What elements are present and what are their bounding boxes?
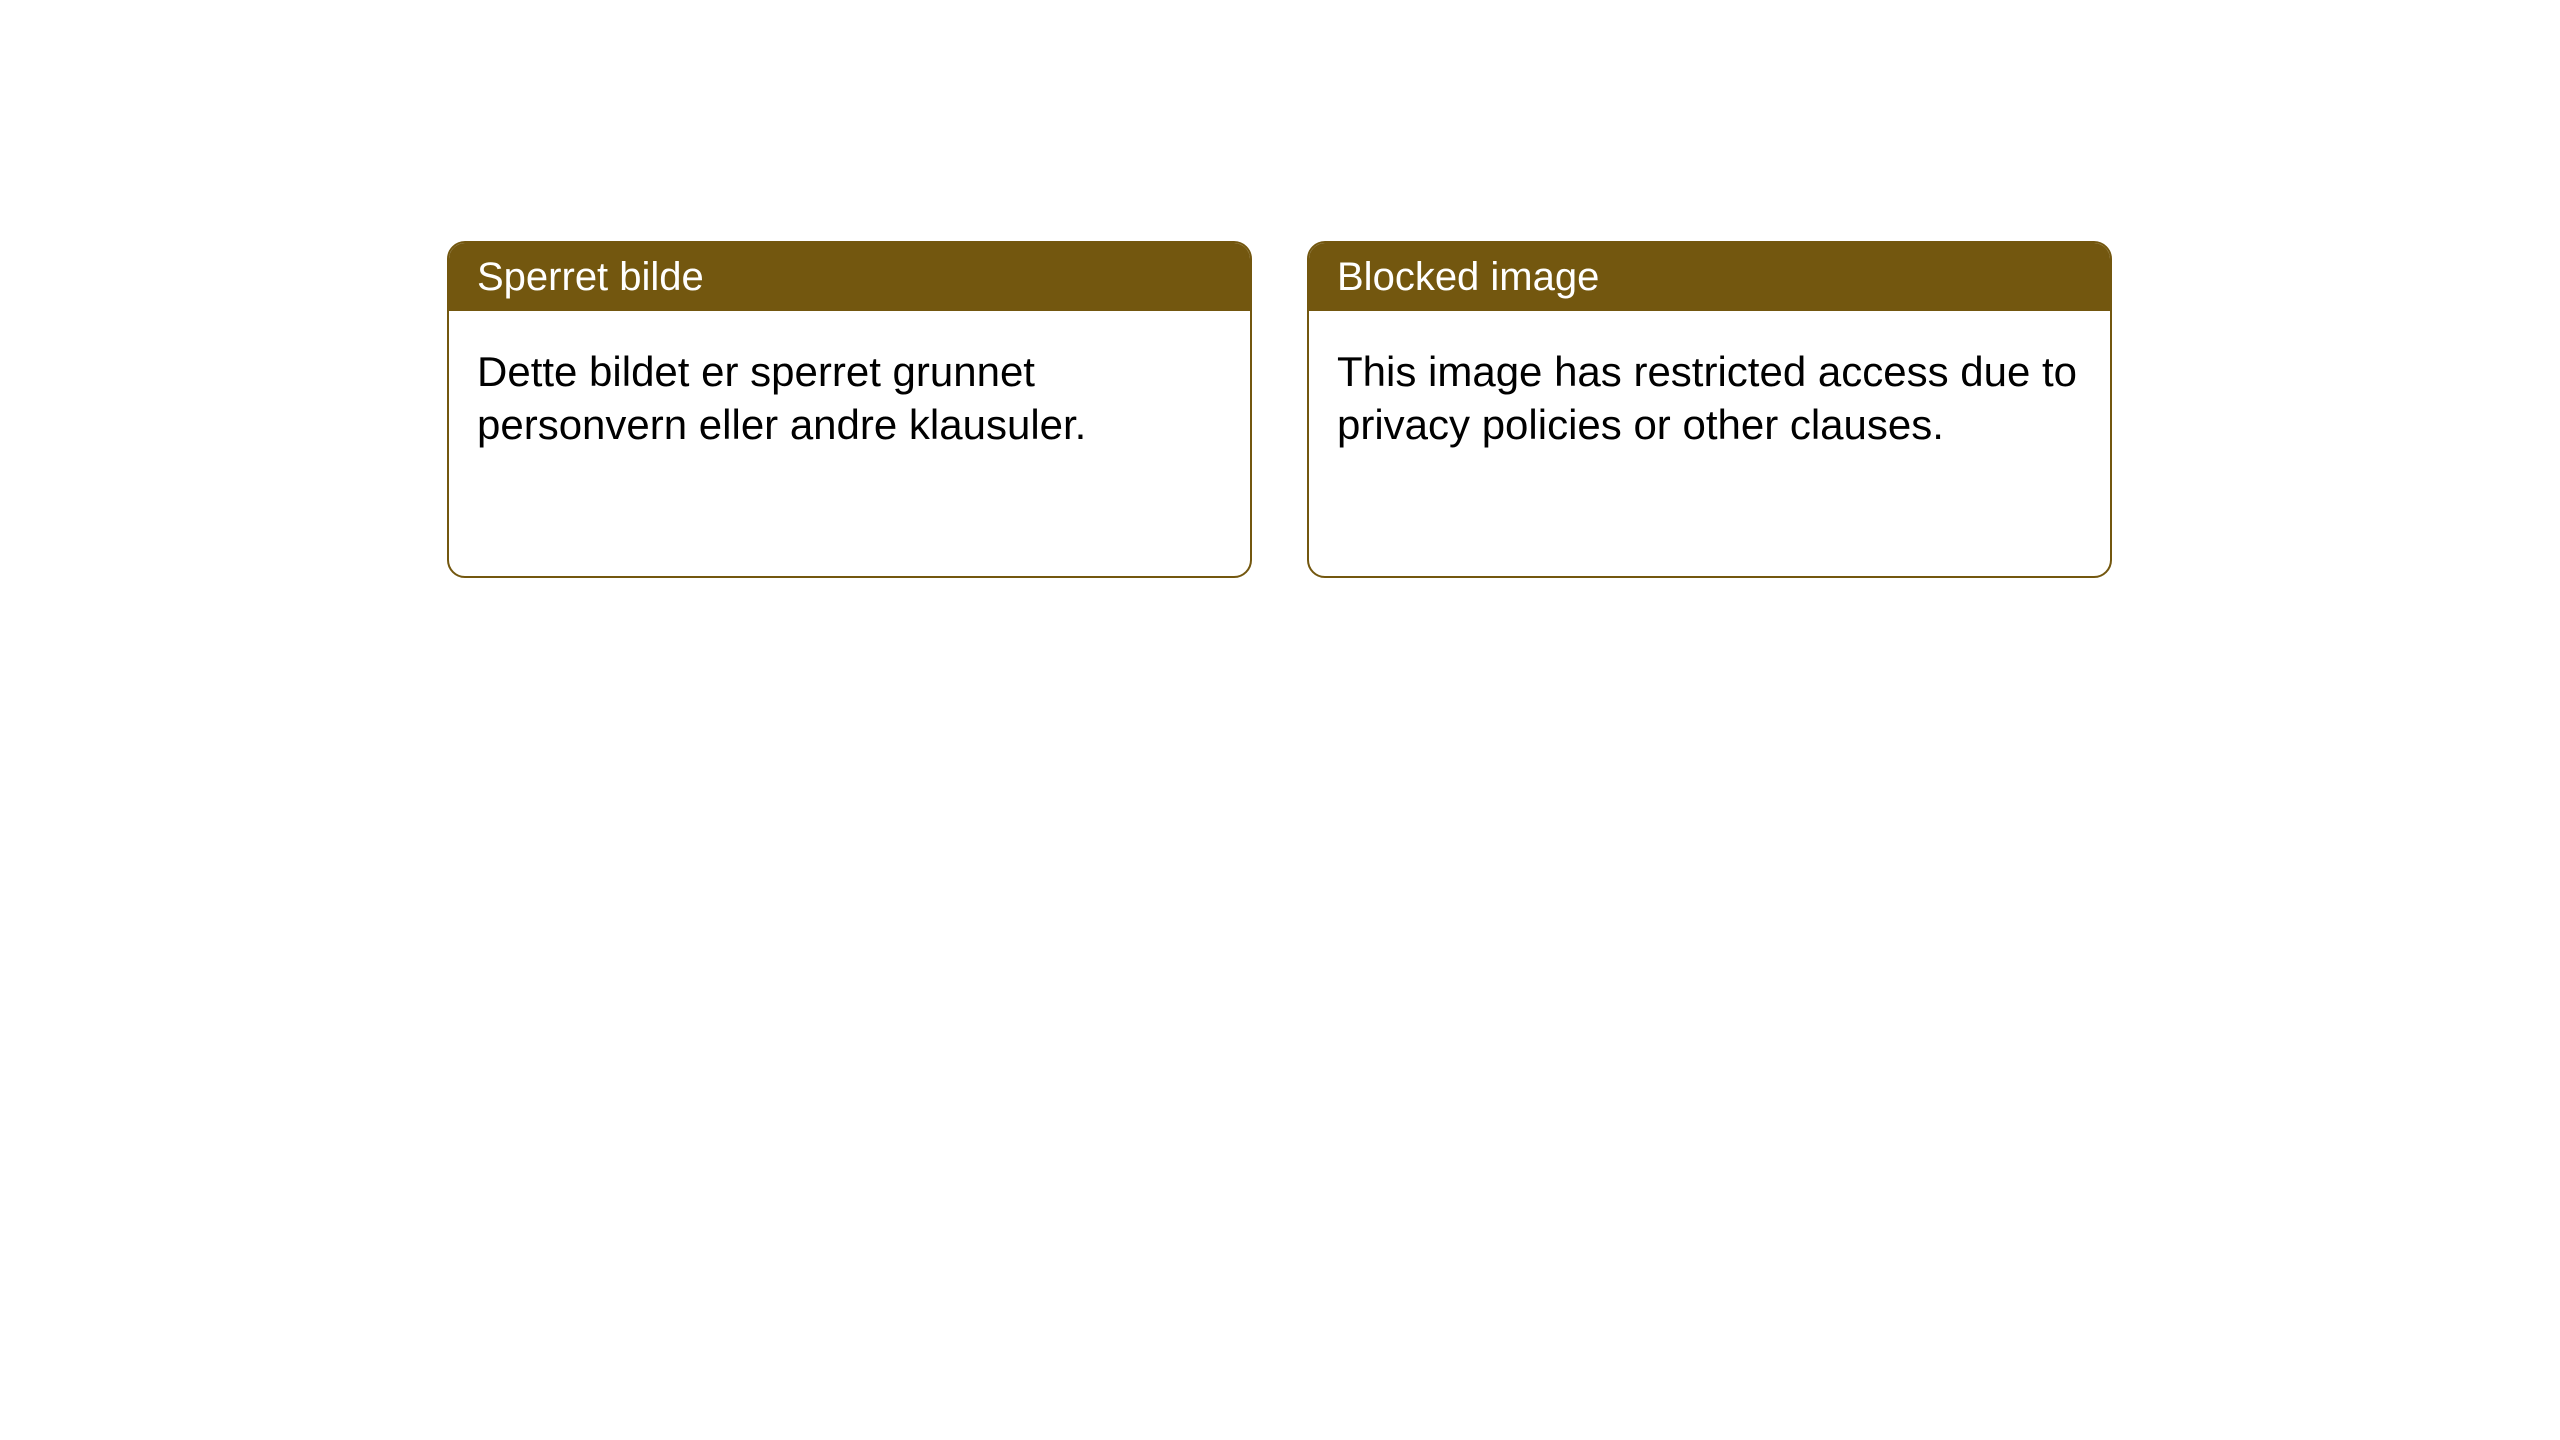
card-title: Blocked image [1337, 255, 1599, 299]
notice-card-english: Blocked image This image has restricted … [1307, 241, 2112, 578]
card-body: Dette bildet er sperret grunnet personve… [449, 311, 1250, 486]
card-body-text: This image has restricted access due to … [1337, 348, 2077, 448]
card-body-text: Dette bildet er sperret grunnet personve… [477, 348, 1086, 448]
notice-cards-container: Sperret bilde Dette bildet er sperret gr… [447, 241, 2112, 578]
notice-card-norwegian: Sperret bilde Dette bildet er sperret gr… [447, 241, 1252, 578]
card-body: This image has restricted access due to … [1309, 311, 2110, 486]
card-title: Sperret bilde [477, 255, 704, 299]
card-header: Blocked image [1309, 243, 2110, 311]
card-header: Sperret bilde [449, 243, 1250, 311]
